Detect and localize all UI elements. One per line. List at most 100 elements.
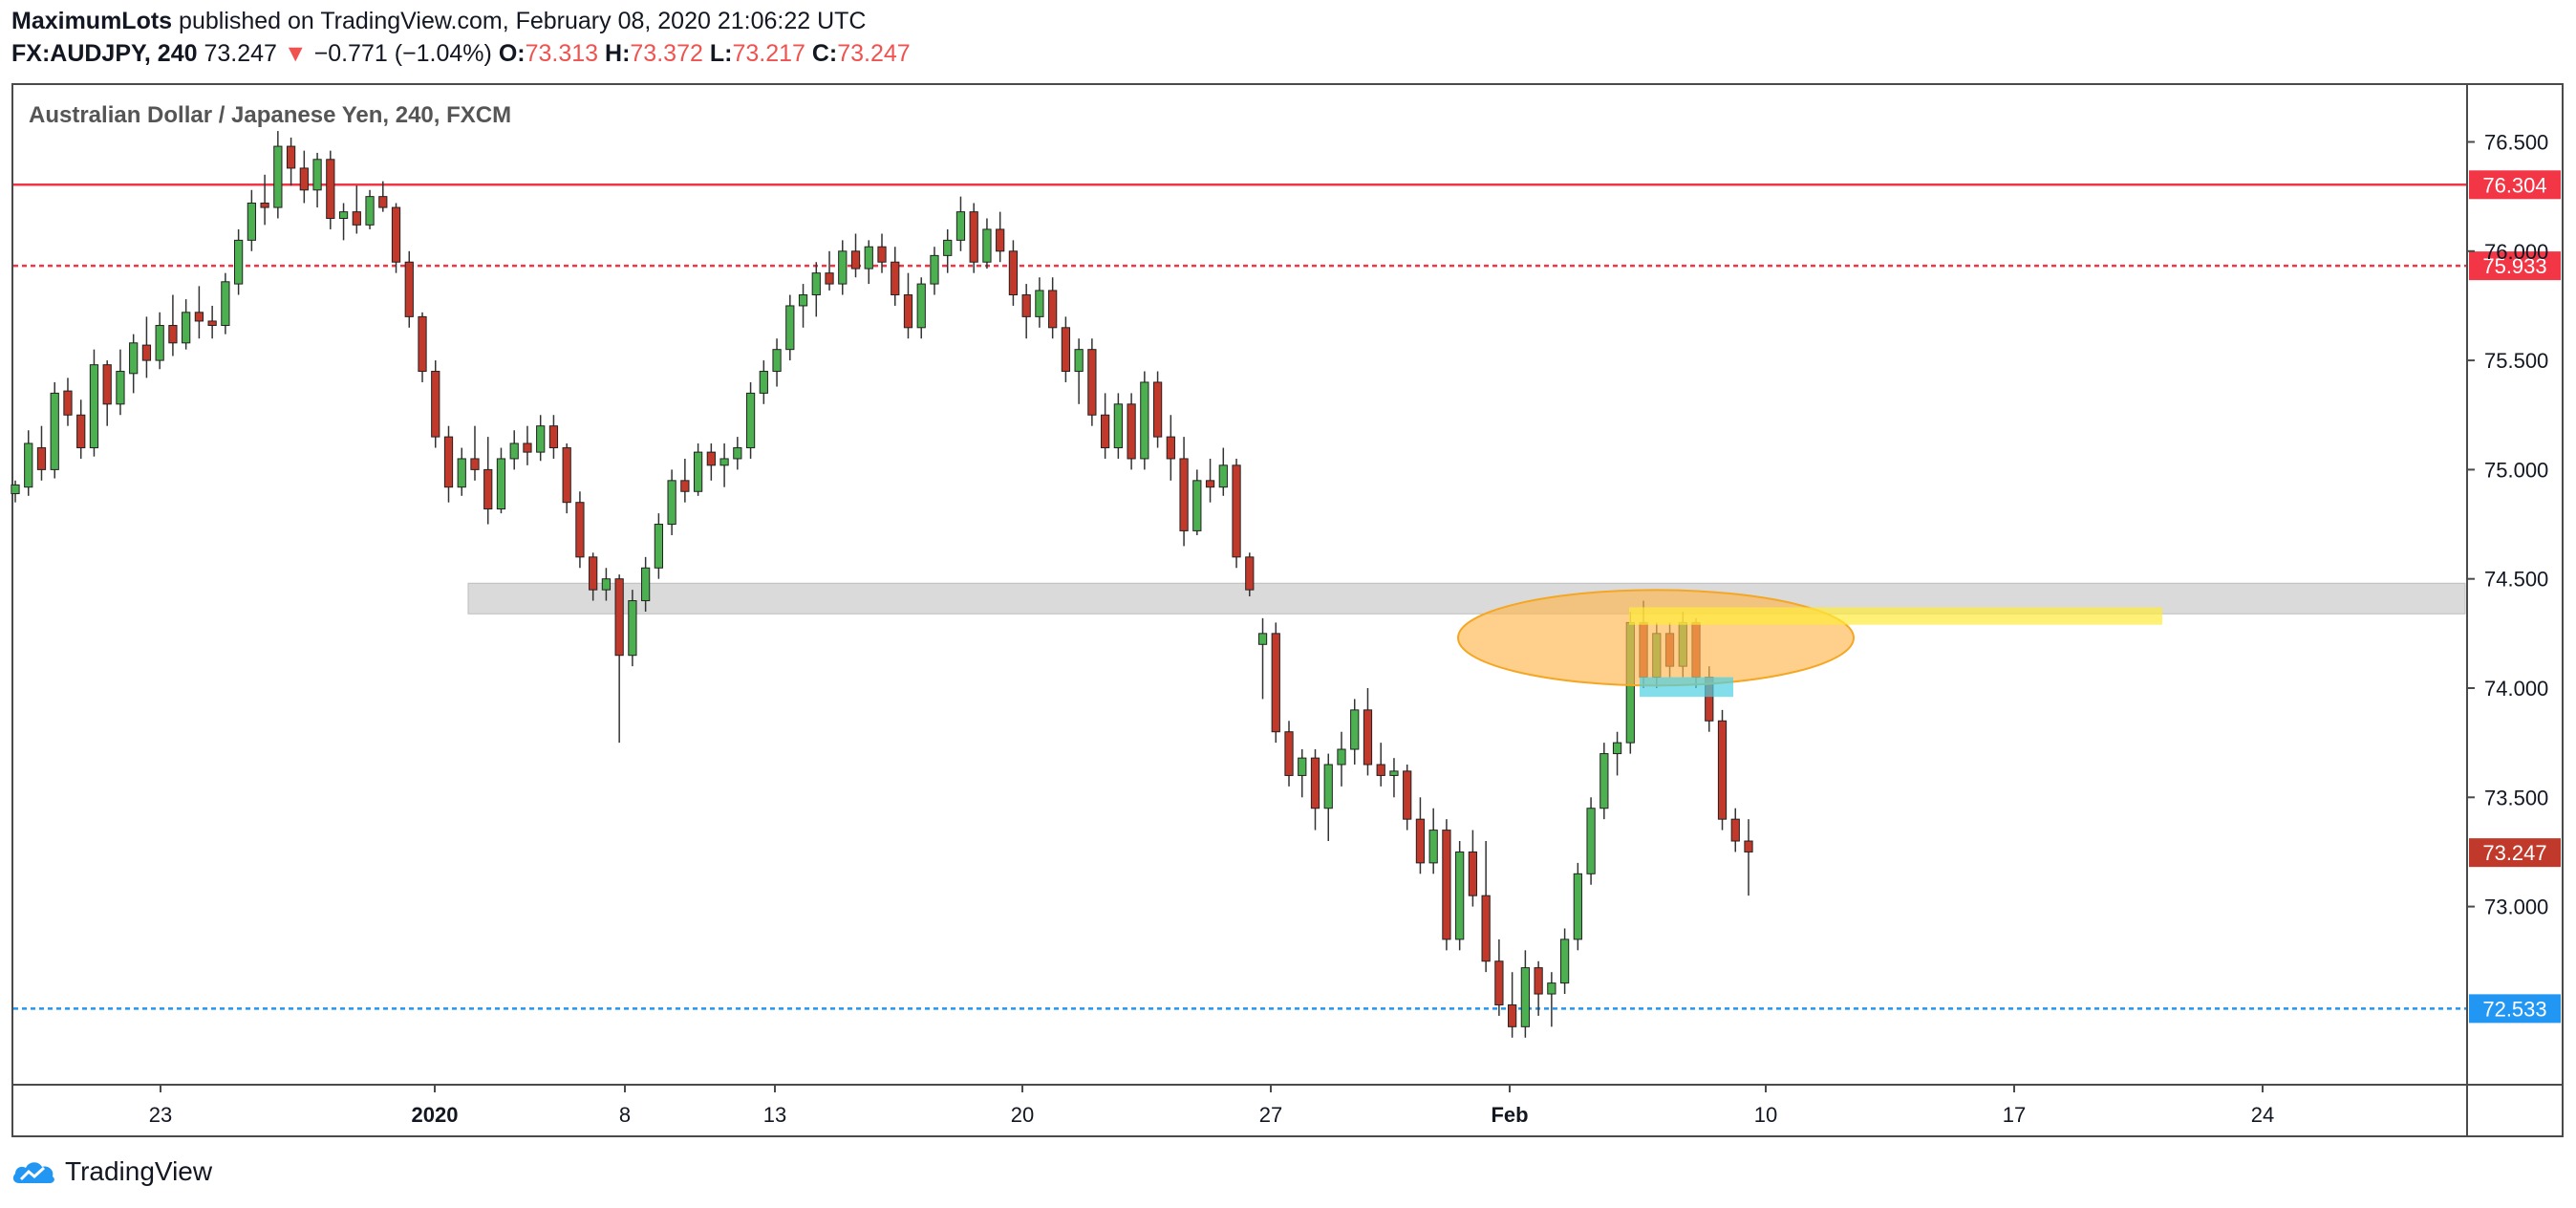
x-tick-label: 13 bbox=[763, 1103, 786, 1127]
tradingview-logo[interactable]: TradingView bbox=[11, 1156, 212, 1187]
publish-line: MaximumLots published on TradingView.com… bbox=[11, 8, 866, 35]
candle-body bbox=[719, 458, 729, 466]
candle-body bbox=[1218, 464, 1228, 488]
close-label: C: bbox=[811, 40, 838, 67]
candle-body bbox=[877, 246, 887, 263]
candle-body bbox=[141, 344, 152, 361]
candle-body bbox=[1586, 808, 1596, 874]
x-tick-label: 27 bbox=[1259, 1103, 1282, 1127]
candle-body bbox=[1166, 436, 1175, 460]
candle-body bbox=[614, 578, 624, 657]
price-change: −0.771 (−1.04%) bbox=[313, 40, 492, 67]
candle-body bbox=[1087, 349, 1097, 416]
candle-body bbox=[1192, 480, 1202, 531]
candle-body bbox=[431, 371, 440, 438]
candle-body bbox=[1442, 830, 1451, 940]
tradingview-cloud-icon bbox=[12, 1162, 54, 1183]
candle-body bbox=[955, 211, 966, 241]
candle-body bbox=[1547, 982, 1556, 995]
candle-body bbox=[404, 261, 414, 317]
resistance-badge bbox=[2469, 170, 2561, 200]
price-lines-layer: 76.304 75.933 73.247 72.533 bbox=[13, 170, 2561, 1024]
y-tick-label: 74.000 bbox=[2484, 677, 2548, 701]
support-badge-label: 72.533 bbox=[2482, 997, 2546, 1021]
candle-body bbox=[1350, 709, 1360, 750]
resistance-badge-label: 76.304 bbox=[2482, 173, 2546, 197]
candle-body bbox=[286, 145, 296, 169]
candle-body bbox=[693, 451, 703, 492]
candle-body bbox=[260, 203, 269, 208]
candle-body bbox=[850, 250, 861, 270]
candle-body bbox=[811, 272, 821, 296]
candle-body bbox=[365, 196, 375, 226]
candle-body bbox=[916, 283, 926, 329]
resistance-2-badge-label: 75.933 bbox=[2482, 254, 2546, 278]
candle-body bbox=[1232, 464, 1241, 558]
yellow-highlight-box bbox=[1629, 607, 2162, 625]
candle-body bbox=[207, 320, 217, 327]
candle-body bbox=[418, 315, 427, 373]
candle-body bbox=[943, 239, 953, 256]
down-arrow-icon: ▼ bbox=[283, 40, 308, 67]
tradingview-brand: TradingView bbox=[65, 1156, 213, 1186]
x-tick-label: Feb bbox=[1491, 1103, 1528, 1127]
candle-body bbox=[903, 294, 913, 329]
x-tick-label: 24 bbox=[2251, 1103, 2274, 1127]
candle-body bbox=[1048, 290, 1058, 329]
candle-body bbox=[1140, 381, 1149, 460]
candle-body bbox=[1455, 851, 1465, 940]
x-tick-label: 23 bbox=[149, 1103, 172, 1127]
candle-body bbox=[601, 578, 612, 591]
y-tick-label: 76.000 bbox=[2484, 240, 2548, 264]
candle-body bbox=[1257, 633, 1268, 645]
candle-body bbox=[443, 436, 454, 488]
candle-body bbox=[1376, 764, 1385, 776]
candle-body bbox=[1559, 938, 1570, 984]
candle-body bbox=[1573, 873, 1582, 940]
candle-body bbox=[1520, 967, 1531, 1027]
x-tick-label: 17 bbox=[2003, 1103, 2026, 1127]
candle-body bbox=[1403, 770, 1412, 820]
y-tick-label: 75.500 bbox=[2484, 349, 2548, 373]
candle-body bbox=[168, 325, 178, 344]
candle-body bbox=[536, 425, 546, 453]
candle-body bbox=[930, 254, 939, 285]
candle-body bbox=[1612, 742, 1622, 755]
candle-body bbox=[76, 414, 86, 449]
candle-body bbox=[63, 390, 73, 416]
candle-body bbox=[825, 272, 834, 285]
y-tick-label: 74.500 bbox=[2484, 568, 2548, 592]
author-name[interactable]: MaximumLots bbox=[11, 8, 173, 34]
candle-body bbox=[102, 364, 112, 405]
high-value: 73.372 bbox=[630, 40, 703, 67]
candle-body bbox=[1271, 633, 1280, 733]
last-price-badge bbox=[2469, 838, 2561, 868]
candle-body bbox=[1481, 895, 1491, 962]
high-label: H: bbox=[605, 40, 631, 67]
candle-body bbox=[1730, 818, 1740, 842]
last-price-value: 73.247 bbox=[204, 40, 277, 67]
support-badge bbox=[2469, 994, 2561, 1024]
candle-body bbox=[548, 425, 559, 449]
candle-body bbox=[338, 211, 349, 220]
candle-body bbox=[1508, 1003, 1517, 1027]
candle-body bbox=[496, 458, 506, 510]
candle-body bbox=[155, 325, 164, 361]
candle-body bbox=[299, 167, 309, 191]
candle-body bbox=[1298, 757, 1307, 776]
candle-body bbox=[798, 294, 808, 307]
candle-body bbox=[378, 196, 388, 208]
candle-body bbox=[182, 312, 191, 344]
candle-body bbox=[1245, 556, 1255, 591]
candle-body bbox=[589, 556, 598, 591]
y-tick-label: 75.000 bbox=[2484, 458, 2548, 482]
candle-body bbox=[1074, 349, 1084, 373]
candle-body bbox=[24, 442, 33, 488]
annotations-layer bbox=[1457, 589, 2162, 698]
candle-body bbox=[628, 600, 637, 657]
candle-body bbox=[785, 305, 795, 351]
candle-body bbox=[969, 211, 978, 263]
candle-body bbox=[457, 458, 466, 488]
candle-body bbox=[772, 349, 782, 373]
